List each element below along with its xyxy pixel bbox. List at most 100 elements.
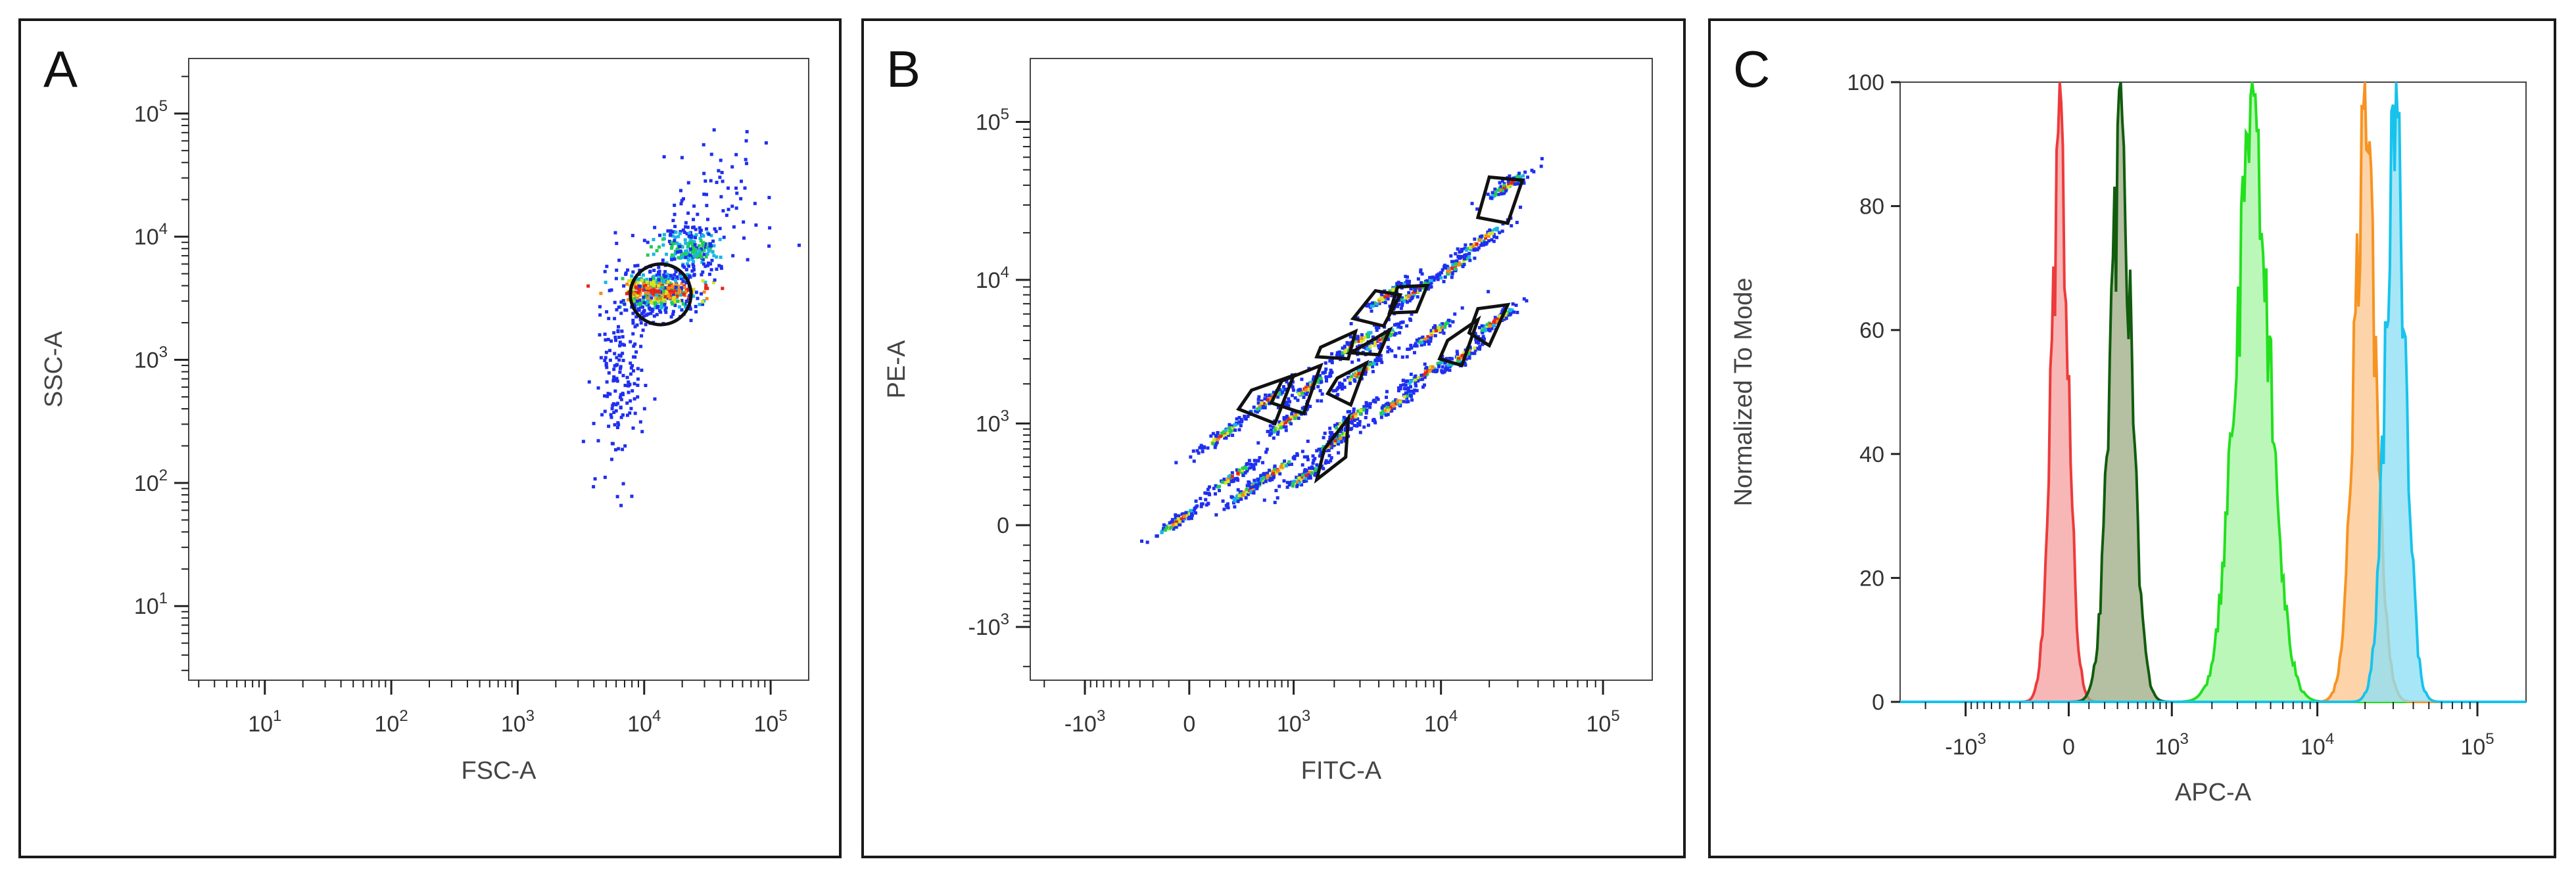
event-dot	[1446, 265, 1450, 269]
event-dot	[1312, 375, 1316, 379]
event-dot	[631, 363, 634, 367]
event-dot	[656, 289, 659, 293]
event-dot	[600, 413, 604, 417]
event-dot	[1445, 321, 1449, 325]
event-dot	[672, 290, 676, 294]
event-dot	[677, 235, 680, 239]
event-dot	[1287, 397, 1291, 401]
event-dot	[666, 296, 670, 300]
event-dot	[645, 289, 649, 293]
event-dot	[1289, 422, 1293, 426]
event-dot	[675, 250, 679, 254]
event-dot	[614, 338, 618, 342]
event-dot	[1247, 482, 1251, 486]
event-dot	[673, 252, 677, 256]
event-dot	[678, 272, 682, 276]
event-dot	[754, 223, 758, 227]
event-dot	[705, 227, 709, 231]
event-dot	[1310, 471, 1314, 475]
event-dot	[1413, 375, 1417, 379]
event-dot	[1441, 365, 1444, 369]
event-dot	[668, 296, 672, 300]
event-dot	[1226, 506, 1230, 510]
event-dot	[704, 264, 707, 268]
event-dot	[1186, 512, 1190, 516]
event-dot	[1316, 399, 1320, 403]
event-dot	[1434, 370, 1438, 374]
event-dot	[1493, 315, 1497, 319]
event-dot	[1479, 243, 1483, 247]
event-dot	[719, 255, 723, 259]
event-dot	[709, 152, 713, 156]
event-dot	[1405, 324, 1409, 328]
event-dot	[1237, 468, 1241, 472]
event-dot	[688, 253, 692, 257]
event-dot	[1302, 455, 1306, 459]
event-dot	[1468, 348, 1472, 352]
event-dot	[648, 277, 652, 281]
event-dot	[1247, 459, 1251, 463]
event-dot	[700, 273, 704, 277]
event-dot	[1412, 286, 1416, 290]
event-dot	[623, 302, 627, 306]
event-dot	[694, 227, 698, 231]
event-dot	[1244, 496, 1248, 500]
event-dot	[1393, 406, 1396, 410]
event-dot	[682, 292, 686, 296]
event-dot	[1490, 196, 1494, 200]
event-dot	[1386, 346, 1390, 350]
event-dot	[631, 426, 635, 430]
event-dot	[1194, 511, 1198, 515]
bead-population	[1322, 390, 1389, 446]
event-dot	[686, 244, 690, 248]
event-dot	[1492, 239, 1496, 243]
event-dot	[627, 290, 631, 294]
event-dot	[614, 277, 618, 281]
event-dot	[1509, 183, 1513, 187]
event-dot	[1249, 463, 1252, 467]
event-dot	[1343, 346, 1347, 350]
event-dot	[1478, 347, 1482, 351]
event-dot	[1320, 399, 1324, 403]
event-dot	[1409, 287, 1413, 291]
event-dot	[1539, 164, 1543, 168]
event-dot	[1404, 298, 1408, 302]
event-dot	[1418, 286, 1421, 290]
event-dot	[607, 371, 611, 375]
event-dot	[1383, 295, 1387, 299]
event-dot	[682, 285, 686, 289]
event-dot	[654, 303, 657, 307]
event-dot	[1251, 487, 1254, 491]
event-dot	[1491, 231, 1494, 235]
event-dot	[642, 239, 646, 243]
y-tick-label: 103	[976, 407, 1009, 436]
event-dot	[1410, 398, 1414, 402]
event-dot	[1523, 170, 1527, 174]
event-dot	[1296, 482, 1300, 486]
event-dot	[1389, 333, 1393, 337]
event-dot	[673, 212, 677, 216]
event-dot	[734, 186, 738, 190]
event-dot	[642, 309, 646, 313]
event-dot	[1487, 234, 1491, 238]
tick-exponent: 3	[1001, 407, 1009, 425]
event-dot	[684, 254, 688, 258]
event-dot	[1204, 497, 1208, 501]
event-dot	[1422, 383, 1426, 387]
event-dot	[1322, 436, 1325, 440]
event-dot	[1265, 448, 1269, 451]
event-dot	[1367, 331, 1371, 335]
event-dot	[655, 293, 659, 297]
event-dot	[1308, 471, 1312, 474]
event-dot	[650, 301, 654, 305]
tick-base: 0	[997, 513, 1009, 538]
event-dot	[1260, 478, 1264, 482]
event-dot	[632, 382, 636, 386]
event-dot	[642, 301, 646, 305]
event-dot	[1501, 189, 1505, 193]
event-dot	[651, 307, 655, 311]
event-dot	[1285, 400, 1289, 404]
event-dot	[1272, 430, 1276, 434]
event-dot	[1283, 421, 1287, 425]
event-dot	[1289, 415, 1293, 419]
